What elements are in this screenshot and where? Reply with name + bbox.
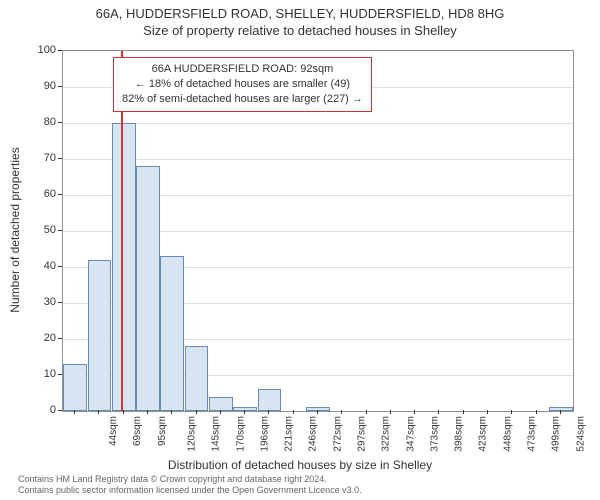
x-tick-mark bbox=[268, 410, 269, 414]
x-tick-mark bbox=[438, 410, 439, 414]
footer-line-2: Contains public sector information licen… bbox=[18, 485, 362, 496]
histogram-bar bbox=[88, 260, 112, 411]
x-tick-label: 272sqm bbox=[332, 416, 343, 452]
plot-area: 66A HUDDERSFIELD ROAD: 92sqm ← 18% of de… bbox=[62, 50, 574, 412]
histogram-bar bbox=[185, 346, 209, 411]
y-tick-label: 20 bbox=[26, 332, 56, 344]
x-tick-label: 448sqm bbox=[502, 416, 513, 452]
y-tick-label: 70 bbox=[26, 152, 56, 164]
y-tick-label: 60 bbox=[26, 188, 56, 200]
x-tick-mark bbox=[536, 410, 537, 414]
chart-container: 66A, HUDDERSFIELD ROAD, SHELLEY, HUDDERS… bbox=[0, 0, 600, 500]
x-axis-label: Distribution of detached houses by size … bbox=[0, 458, 600, 472]
title-line-2: Size of property relative to detached ho… bbox=[0, 23, 600, 38]
footer-line-1: Contains HM Land Registry data © Crown c… bbox=[18, 474, 362, 485]
x-tick-mark bbox=[463, 410, 464, 414]
x-tick-label: 221sqm bbox=[284, 416, 295, 452]
y-tick-mark bbox=[58, 266, 62, 267]
x-tick-mark bbox=[123, 410, 124, 414]
y-tick-label: 10 bbox=[26, 368, 56, 380]
x-tick-mark bbox=[220, 410, 221, 414]
y-tick-mark bbox=[58, 86, 62, 87]
x-tick-label: 145sqm bbox=[211, 416, 222, 452]
y-tick-mark bbox=[58, 338, 62, 339]
x-tick-label: 473sqm bbox=[527, 416, 538, 452]
histogram-bar bbox=[136, 166, 160, 411]
x-tick-label: 170sqm bbox=[235, 416, 246, 452]
x-tick-label: 196sqm bbox=[259, 416, 270, 452]
y-tick-label: 30 bbox=[26, 296, 56, 308]
y-tick-label: 90 bbox=[26, 80, 56, 92]
annotation-line-1: 66A HUDDERSFIELD ROAD: 92sqm bbox=[122, 62, 363, 77]
x-tick-label: 322sqm bbox=[381, 416, 392, 452]
y-tick-mark bbox=[58, 158, 62, 159]
x-tick-label: 297sqm bbox=[357, 416, 368, 452]
x-tick-mark bbox=[366, 410, 367, 414]
annotation-box: 66A HUDDERSFIELD ROAD: 92sqm ← 18% of de… bbox=[113, 57, 372, 112]
y-tick-mark bbox=[58, 50, 62, 51]
x-tick-mark bbox=[98, 410, 99, 414]
x-tick-label: 398sqm bbox=[454, 416, 465, 452]
x-tick-label: 347sqm bbox=[405, 416, 416, 452]
x-tick-mark bbox=[171, 410, 172, 414]
histogram-bar bbox=[160, 256, 184, 411]
title-block: 66A, HUDDERSFIELD ROAD, SHELLEY, HUDDERS… bbox=[0, 6, 600, 38]
annotation-line-3: 82% of semi-detached houses are larger (… bbox=[122, 92, 363, 107]
x-tick-label: 423sqm bbox=[478, 416, 489, 452]
x-tick-mark bbox=[293, 410, 294, 414]
x-tick-label: 499sqm bbox=[551, 416, 562, 452]
x-tick-mark bbox=[511, 410, 512, 414]
gridline bbox=[63, 123, 573, 124]
y-tick-mark bbox=[58, 230, 62, 231]
x-tick-label: 524sqm bbox=[575, 416, 586, 452]
x-tick-mark bbox=[196, 410, 197, 414]
x-tick-label: 95sqm bbox=[157, 416, 168, 446]
y-tick-mark bbox=[58, 302, 62, 303]
histogram-bar bbox=[258, 389, 282, 411]
x-tick-mark bbox=[317, 410, 318, 414]
histogram-bar bbox=[112, 123, 136, 411]
y-tick-mark bbox=[58, 194, 62, 195]
x-tick-label: 246sqm bbox=[308, 416, 319, 452]
annotation-line-2: ← 18% of detached houses are smaller (49… bbox=[122, 77, 363, 92]
y-tick-label: 40 bbox=[26, 260, 56, 272]
x-tick-mark bbox=[74, 410, 75, 414]
x-tick-mark bbox=[487, 410, 488, 414]
histogram-bar bbox=[63, 364, 87, 411]
title-line-1: 66A, HUDDERSFIELD ROAD, SHELLEY, HUDDERS… bbox=[0, 6, 600, 21]
y-tick-mark bbox=[58, 374, 62, 375]
footer: Contains HM Land Registry data © Crown c… bbox=[18, 474, 362, 496]
y-tick-label: 50 bbox=[26, 224, 56, 236]
x-tick-label: 44sqm bbox=[108, 416, 119, 446]
x-tick-mark bbox=[390, 410, 391, 414]
x-tick-mark bbox=[147, 410, 148, 414]
histogram-bar bbox=[209, 397, 233, 411]
gridline bbox=[63, 159, 573, 160]
x-tick-mark bbox=[244, 410, 245, 414]
x-tick-mark bbox=[414, 410, 415, 414]
y-tick-mark bbox=[58, 410, 62, 411]
x-tick-label: 69sqm bbox=[132, 416, 143, 446]
y-tick-label: 0 bbox=[26, 404, 56, 416]
y-tick-label: 100 bbox=[26, 44, 56, 56]
x-tick-label: 373sqm bbox=[429, 416, 440, 452]
x-tick-label: 120sqm bbox=[187, 416, 198, 452]
histogram-bar bbox=[549, 407, 573, 411]
x-tick-mark bbox=[341, 410, 342, 414]
y-tick-label: 80 bbox=[26, 116, 56, 128]
y-axis-label: Number of detached properties bbox=[8, 147, 22, 312]
y-tick-mark bbox=[58, 122, 62, 123]
x-tick-mark bbox=[560, 410, 561, 414]
